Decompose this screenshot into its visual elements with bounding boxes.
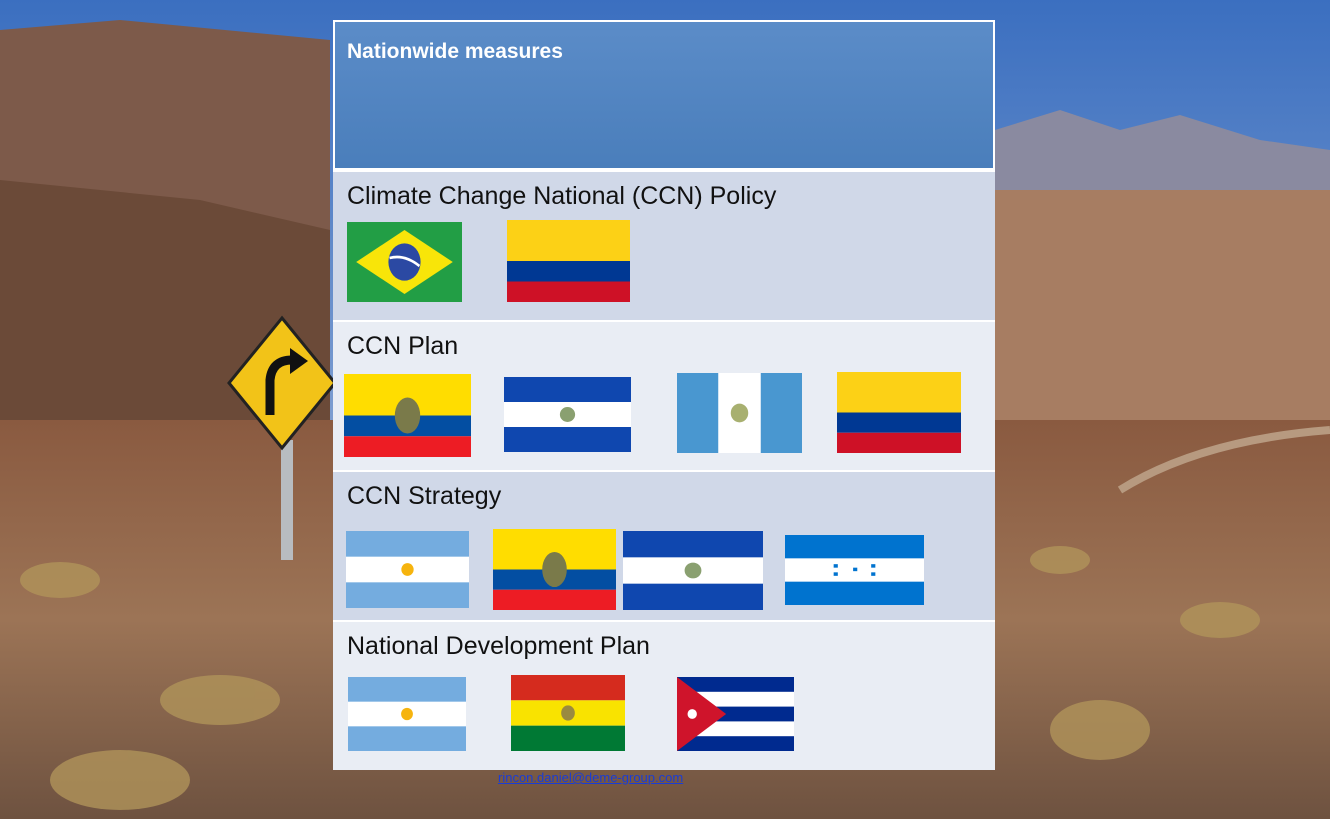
flag-bolivia <box>511 675 625 751</box>
row-label: National Development Plan <box>347 632 650 660</box>
flag-colombia <box>507 220 630 302</box>
flags <box>344 372 961 457</box>
row-label: CCN Plan <box>347 332 459 360</box>
flag-el-salvador <box>504 377 631 452</box>
email-link[interactable]: rincon.daniel@deme-group.com <box>498 770 684 785</box>
measure-row: CCN Plan <box>333 320 995 470</box>
flag-colombia <box>837 372 961 453</box>
measure-row: National Development Plan <box>333 620 995 770</box>
flag-cuba <box>677 677 794 751</box>
measure-row: CCN Strategy <box>333 470 995 620</box>
flag-honduras <box>785 535 924 605</box>
flag-ecuador <box>344 374 471 457</box>
row-label: CCN Strategy <box>347 482 502 510</box>
title-bar: Nationwide measures <box>333 20 995 170</box>
flag-el-salvador <box>623 531 763 610</box>
flag-guatemala <box>677 373 802 453</box>
flag-argentina <box>348 677 466 751</box>
row-label: Climate Change National (CCN) Policy <box>347 182 777 210</box>
title: Nationwide measures <box>347 40 563 63</box>
flag-ecuador <box>493 529 616 610</box>
flag-brazil <box>347 222 462 302</box>
measure-row: Climate Change National (CCN) Policy <box>333 170 995 320</box>
flag-argentina <box>346 531 469 608</box>
flags <box>347 220 630 302</box>
flags <box>346 529 924 610</box>
flags <box>348 675 794 751</box>
